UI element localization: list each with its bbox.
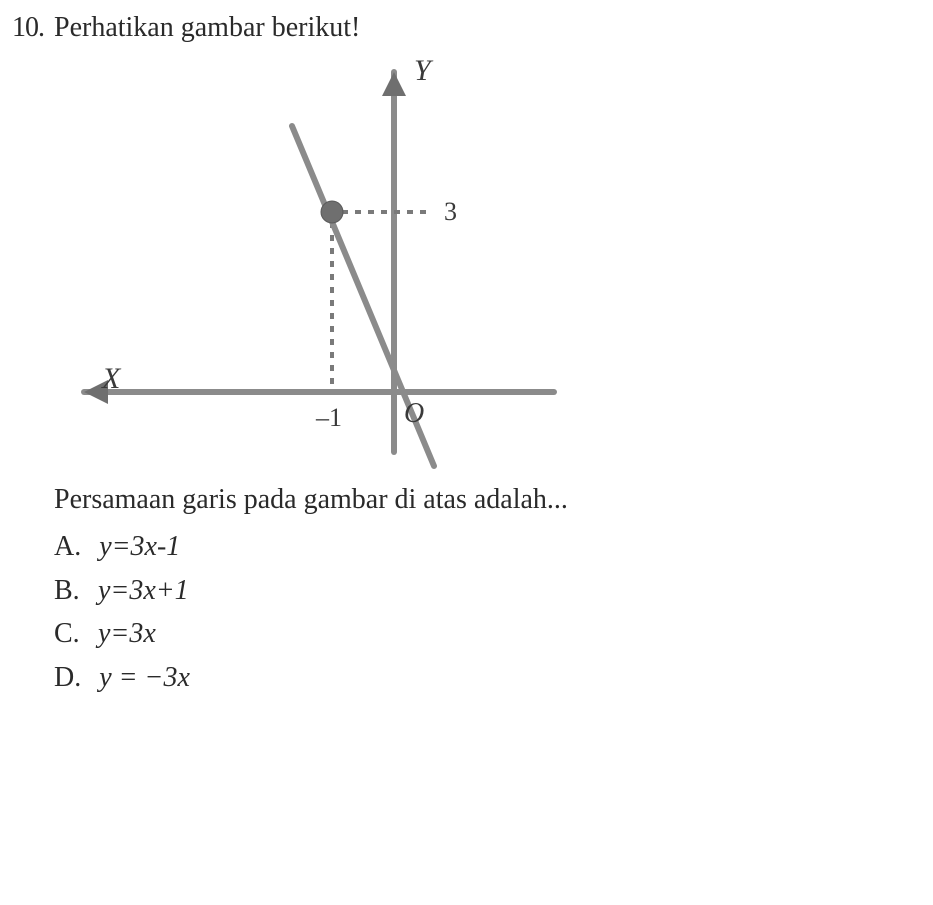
question-post-text: Persamaan garis pada gambar di atas adal… (54, 478, 914, 521)
option-letter: B. (54, 569, 80, 612)
label-neg1: –1 (315, 403, 342, 432)
question-prompt: Perhatikan gambar berikut! (54, 12, 914, 44)
option-b: B. y=3x+1 (54, 569, 914, 612)
option-text: y=3x-1 (99, 525, 180, 568)
option-letter: D. (54, 656, 81, 699)
option-d: D. y = −3x (54, 656, 914, 699)
graph-container: Y X O –1 3 (54, 52, 574, 472)
option-letter: A. (54, 525, 81, 568)
option-c: C. y=3x (54, 612, 914, 655)
options-list: A. y=3x-1 B. y=3x+1 C. y=3x D. y = −3x (54, 525, 914, 699)
label-three: 3 (444, 197, 457, 226)
label-x: X (101, 362, 122, 395)
question-block: 10. Perhatikan gambar berikut! (0, 12, 913, 699)
graph-point (321, 201, 343, 223)
question-number: 10. (0, 12, 44, 44)
question-body: Perhatikan gambar berikut! (54, 12, 914, 699)
option-text: y=3x (98, 612, 156, 655)
graph-bg (54, 52, 574, 472)
option-text: y = −3x (99, 656, 190, 699)
label-origin: O (404, 398, 424, 429)
coordinate-graph: Y X O –1 3 (54, 52, 574, 472)
option-a: A. y=3x-1 (54, 525, 914, 568)
option-letter: C. (54, 612, 80, 655)
option-text: y=3x+1 (98, 569, 189, 612)
